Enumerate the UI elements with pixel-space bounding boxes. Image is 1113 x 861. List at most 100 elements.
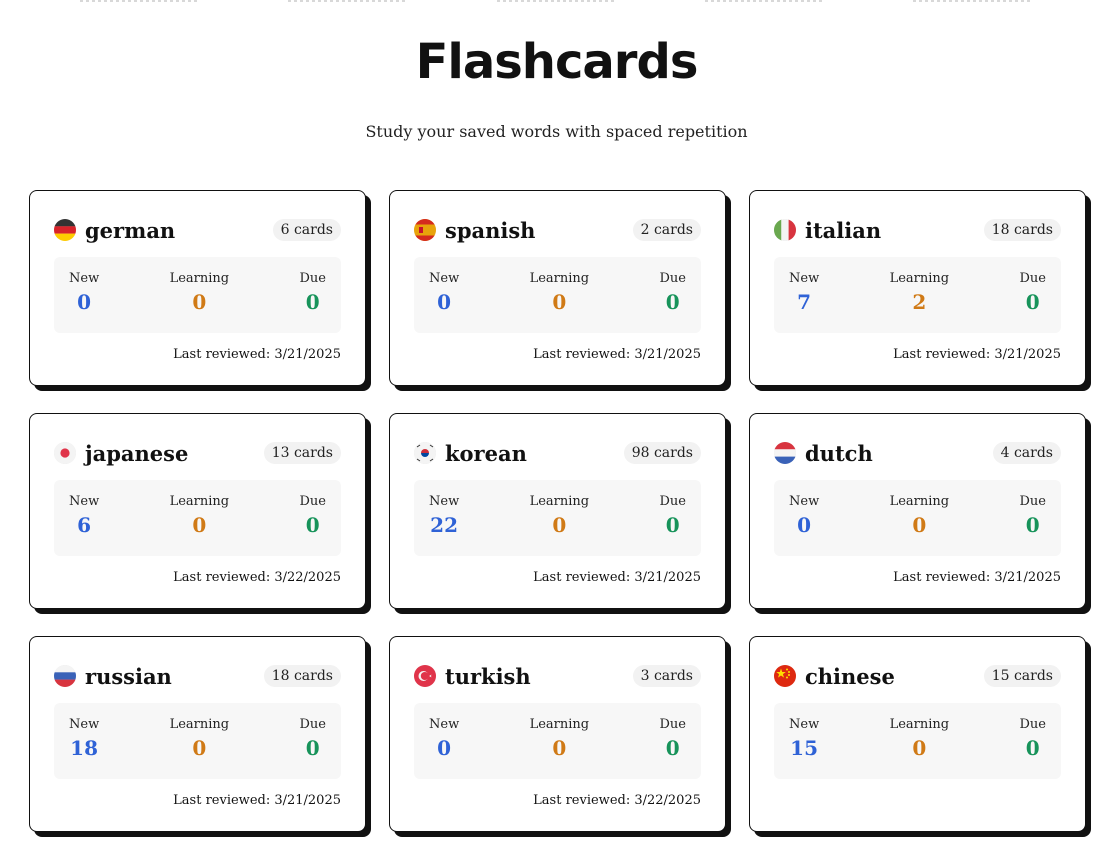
deck-card-chinese[interactable]: chinese 15 cards New 15 Learning 0 Due 0 [749,636,1086,832]
deck-language: german [85,217,176,243]
deck-language: spanish [445,217,536,243]
deck-header: japanese 13 cards [54,438,341,468]
stat-due: Due 0 [660,480,687,556]
turkey-flag-icon [414,665,436,687]
deck-card-dutch[interactable]: dutch 4 cards New 0 Learning 0 Due 0 Las… [749,413,1086,609]
stat-label: Learning [529,717,590,732]
stat-learning: Learning 0 [890,480,950,556]
stat-label: Learning [889,717,950,732]
stat-value-learning: 0 [552,513,567,537]
stat-value-new: 0 [437,736,452,760]
divider [704,0,825,2]
stat-due: Due 0 [300,480,327,556]
stat-label: Learning [889,271,950,286]
deck-language: korean [445,440,527,466]
deck-card-japanese[interactable]: japanese 13 cards New 6 Learning 0 Due 0… [29,413,366,609]
germany-flag-icon [54,219,76,241]
card-count-badge: 6 cards [272,219,341,241]
deck-header: korean 98 cards [414,438,701,468]
deck-title: dutch [774,441,873,466]
stat-label: Due [299,271,327,286]
deck-title: russian [54,664,172,689]
stat-value-learning: 0 [192,513,207,537]
deck-card-german[interactable]: german 6 cards New 0 Learning 0 Due 0 La… [29,190,366,386]
card-count-badge: 2 cards [632,219,701,241]
stat-new: New 18 [69,703,99,779]
stat-new: New 0 [69,257,99,333]
stat-new: New 0 [429,703,459,779]
deck-stats: New 0 Learning 0 Due 0 [54,257,341,333]
deck-stats: New 0 Learning 0 Due 0 [414,703,701,779]
card-count-badge: 3 cards [632,665,701,687]
deck-stats: New 0 Learning 0 Due 0 [774,480,1061,556]
deck-stats: New 15 Learning 0 Due 0 [774,703,1061,779]
stat-label: Learning [169,271,230,286]
stat-label: New [429,271,460,286]
stat-value-due: 0 [665,736,680,760]
card-count-badge: 18 cards [263,665,341,687]
divider [913,0,1033,2]
stat-label: Due [1019,494,1047,509]
deck-header: russian 18 cards [54,661,341,691]
stat-learning: Learning 0 [170,703,230,779]
last-reviewed: Last reviewed: 3/21/2025 [173,793,341,808]
stat-value-learning: 0 [192,736,207,760]
stat-learning: Learning 2 [890,257,950,333]
divider [496,0,617,2]
deck-card-italian[interactable]: italian 18 cards New 7 Learning 2 Due 0 … [749,190,1086,386]
stat-value-new: 6 [77,513,92,537]
stat-label: Due [659,271,687,286]
stat-label: Due [1019,271,1047,286]
card-count-badge: 18 cards [983,219,1061,241]
deck-language: chinese [805,663,895,689]
deck-title: spanish [414,218,535,243]
deck-language: japanese [85,440,189,466]
stat-value-due: 0 [1025,513,1040,537]
card-count-badge: 98 cards [623,442,701,464]
deck-header: german 6 cards [54,215,341,245]
stat-due: Due 0 [300,257,327,333]
stat-label: Due [659,717,687,732]
stat-label: New [789,717,820,732]
stat-label: New [429,494,460,509]
stat-due: Due 0 [1020,703,1047,779]
stat-label: New [69,271,100,286]
stat-value-learning: 0 [552,736,567,760]
deck-language: dutch [805,440,873,466]
stat-new: New 15 [789,703,819,779]
page-title: Flashcards [415,34,699,90]
stat-value-learning: 0 [912,513,927,537]
netherlands-flag-icon [774,442,796,464]
stat-new: New 6 [69,480,99,556]
stat-value-due: 0 [665,290,680,314]
spain-flag-icon [414,219,436,241]
stat-value-new: 0 [797,513,812,537]
stat-learning: Learning 0 [890,703,950,779]
stat-value-due: 0 [665,513,680,537]
stat-value-learning: 0 [552,290,567,314]
deck-card-spanish[interactable]: spanish 2 cards New 0 Learning 0 Due 0 L… [389,190,726,386]
last-reviewed: Last reviewed: 3/21/2025 [893,347,1061,362]
deck-title: korean [414,441,527,466]
divider [288,0,409,2]
stat-value-due: 0 [305,290,320,314]
deck-card-turkish[interactable]: turkish 3 cards New 0 Learning 0 Due 0 L… [389,636,726,832]
deck-card-russian[interactable]: russian 18 cards New 18 Learning 0 Due 0… [29,636,366,832]
stat-learning: Learning 0 [530,703,590,779]
stat-label: New [789,494,820,509]
last-reviewed: Last reviewed: 3/22/2025 [533,793,701,808]
stat-value-due: 0 [305,513,320,537]
stat-learning: Learning 0 [170,480,230,556]
deck-header: italian 18 cards [774,215,1061,245]
stat-label: New [69,494,100,509]
stat-learning: Learning 0 [530,257,590,333]
deck-stats: New 22 Learning 0 Due 0 [414,480,701,556]
italy-flag-icon [774,219,796,241]
deck-card-korean[interactable]: korean 98 cards New 22 Learning 0 Due 0 … [389,413,726,609]
stat-value-new: 0 [77,290,92,314]
stat-due: Due 0 [300,703,327,779]
stat-due: Due 0 [660,703,687,779]
stat-due: Due 0 [660,257,687,333]
deck-header: dutch 4 cards [774,438,1061,468]
stat-value-learning: 2 [912,290,927,314]
